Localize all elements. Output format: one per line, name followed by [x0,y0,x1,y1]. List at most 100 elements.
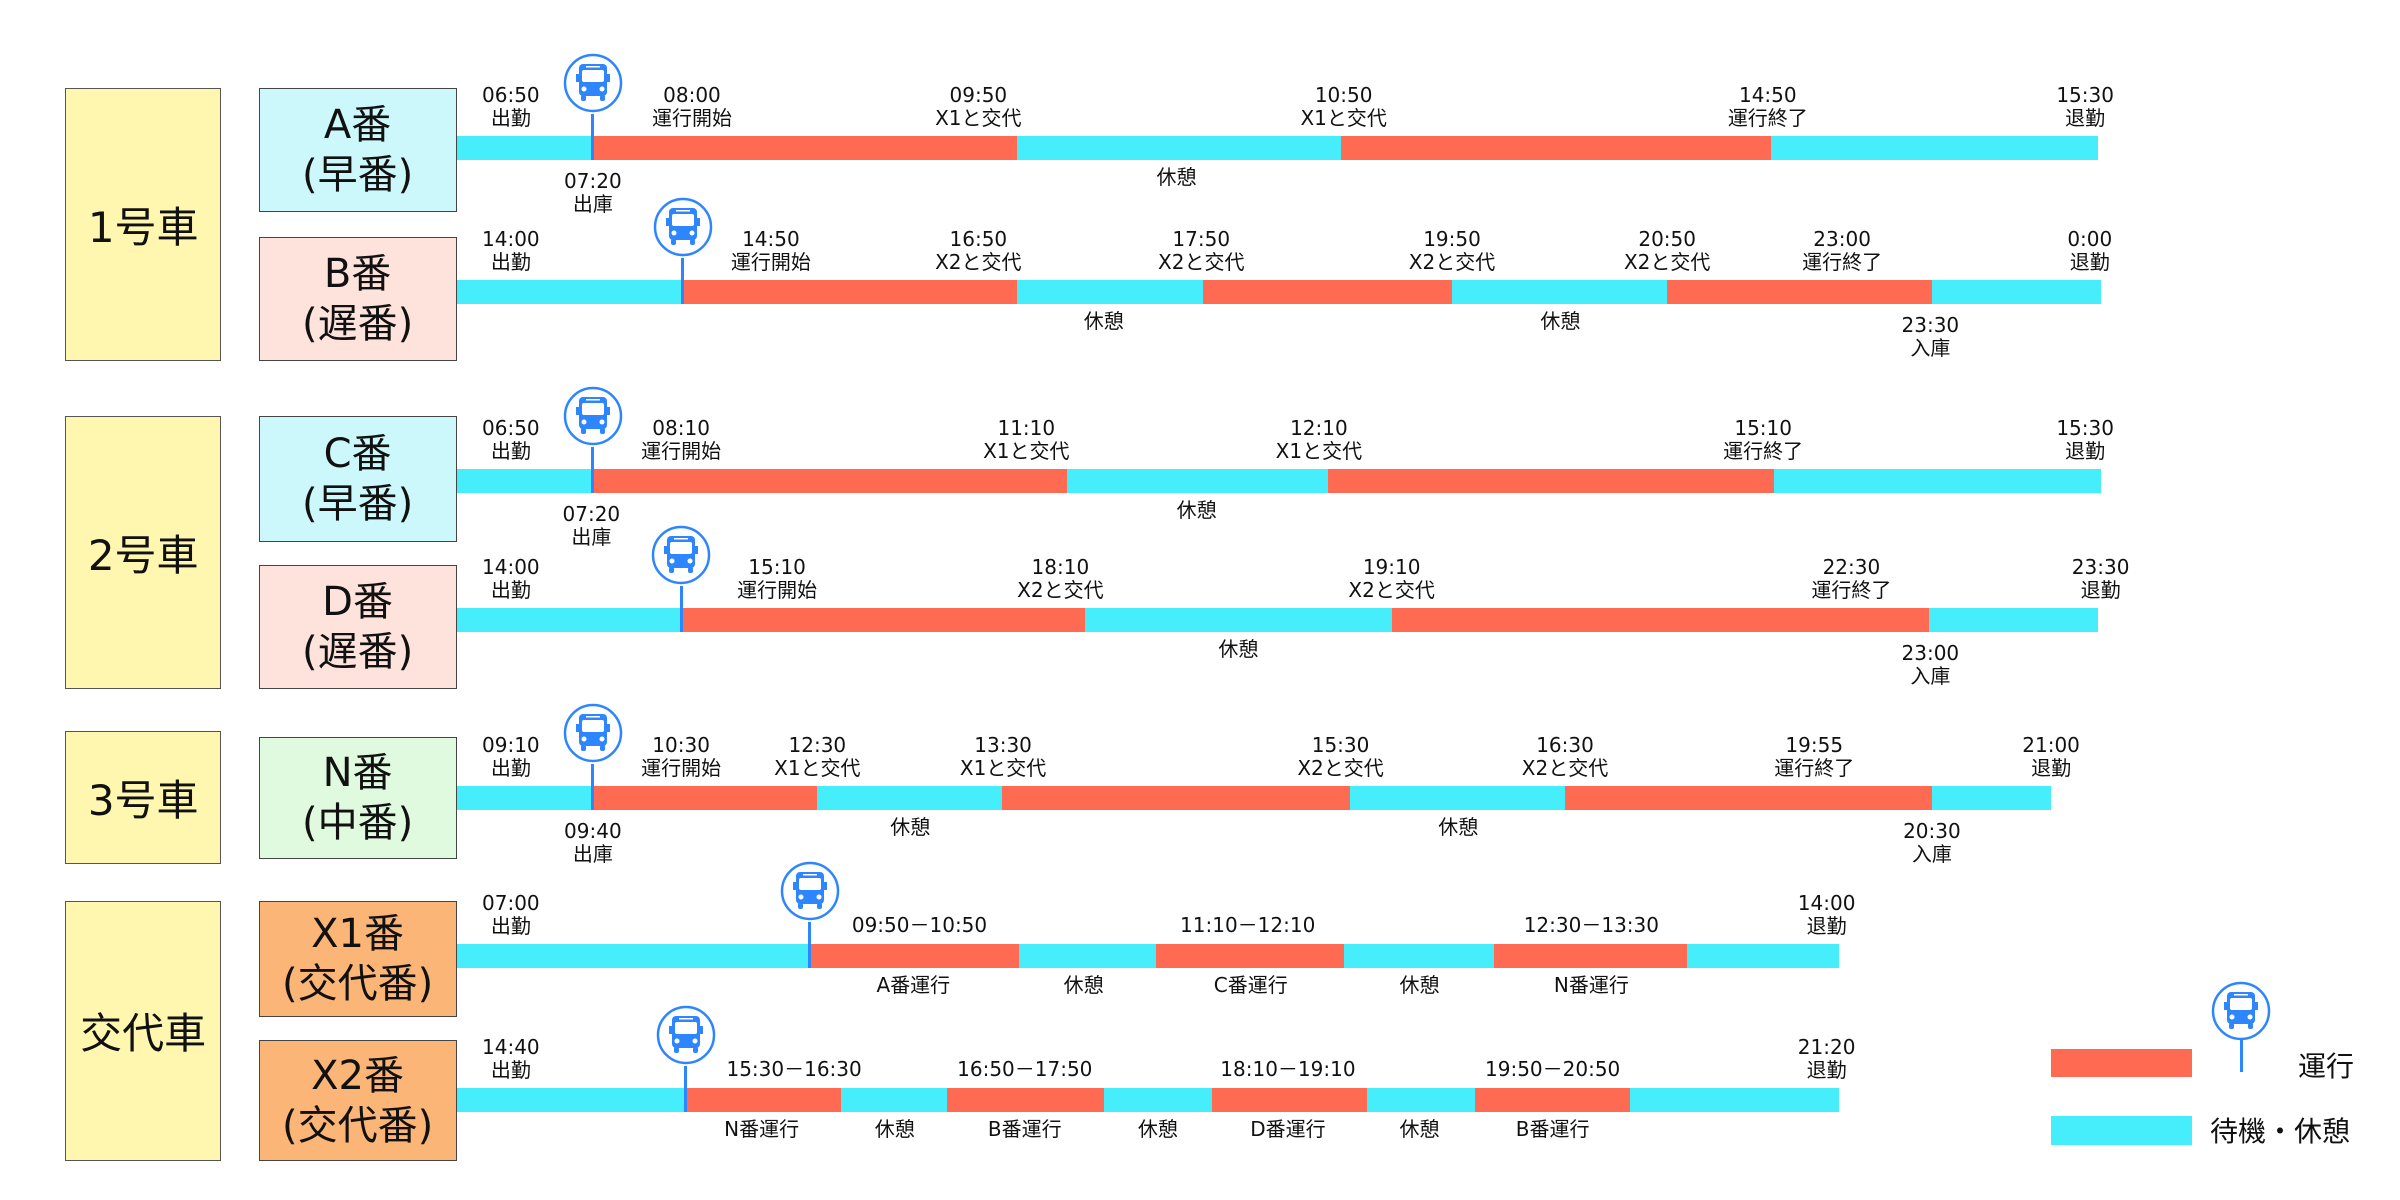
event-label-above: 12:30 X1と交代 [774,734,860,780]
event-name: 休憩 [1438,815,1479,840]
event-name: X1と交代 [1300,106,1387,131]
timeline-segment-run [594,786,818,811]
event-name: X2と交代 [1521,756,1609,781]
event-label-above: 11:10 X1と交代 [983,417,1069,463]
bus-departure-marker [681,258,685,305]
bus-icon [563,52,623,114]
event-name: 退勤 [2065,439,2106,464]
event-label-above: 08:10 運行開始 [641,417,721,463]
timeline-segment-run [1667,280,1932,305]
event-label-above: 14:00 出勤 [482,228,540,274]
timeline-segment-idle [456,608,680,633]
event-label-above: 09:10 出勤 [482,734,540,780]
event-label-below: 07:20 出庫 [564,170,622,216]
timeline-segment-idle [840,1088,948,1113]
timeline-segment-run [1328,469,1774,494]
event-label-above: 17:50 X2と交代 [1158,228,1244,274]
event-time: 13:30 [974,733,1032,758]
event-label-above: 10:50 X1と交代 [1300,84,1386,130]
event-time: 14:00 [482,227,540,252]
event-label-above: 13:30 X1と交代 [960,734,1046,780]
car-label-box: 交代車 [65,900,222,1161]
legend-idle-label: 待機・休憩 [2210,1115,2351,1148]
event-time: 07:20 [564,169,622,194]
timeline-segment-idle [456,1088,686,1113]
bus-icon [2211,980,2271,1042]
timeline-segment-run [1565,786,1932,811]
event-label-above: 15:30－16:30 [726,1058,861,1081]
event-label-below: 09:40 出庫 [564,820,622,866]
event-label-below: 休憩 [1177,499,1217,522]
event-label-below: 休憩 [1138,1118,1178,1141]
event-name: 運行開始 [730,250,811,275]
event-name: 運行終了 [1727,106,1808,131]
event-name: 運行終了 [1811,578,1892,603]
event-time: 10:30 [652,733,710,758]
event-label-below: N番運行 [724,1118,799,1141]
event-time: 22:30 [1822,555,1881,580]
event-label-above: 06:50 出勤 [482,417,540,463]
event-name: 休憩 [1399,1117,1440,1142]
event-time: 08:00 [663,83,721,108]
event-label-above: 12:30－13:30 [1524,914,1659,937]
event-name: 休憩 [1218,637,1259,662]
event-time: 16:30 [1536,733,1594,758]
event-time: 18:10 [1031,555,1090,580]
event-label-below: 休憩 [1540,310,1580,333]
event-label-below: D番運行 [1250,1118,1325,1141]
event-time: 19:50 [1423,227,1481,252]
bus-icon [651,524,711,586]
event-label-above: 09:50－10:50 [852,914,987,937]
event-name: 休憩 [1063,973,1104,998]
event-label-above: 19:55 運行終了 [1774,734,1854,780]
timeline-segment-run [685,1088,841,1113]
event-time: 19:10 [1362,555,1421,580]
shift-label-box: X2番 (交代番) [258,1040,457,1161]
shift-name: X2番 [311,1052,405,1099]
event-name: 休憩 [1083,309,1124,334]
event-label-above: 0:00 退勤 [2067,228,2112,274]
timeline-segment-run [679,608,1086,633]
event-label-above: 22:30 運行終了 [1811,556,1891,602]
event-name: C番運行 [1213,973,1288,998]
timeline-segment-idle [1774,469,2101,494]
event-name: X2と交代 [1017,578,1104,603]
event-label-below: 07:20 出庫 [563,503,621,549]
timeline-segment-idle [1931,786,2052,811]
event-name: B番運行 [1515,1117,1590,1142]
event-time: 15:30 [1311,733,1370,758]
event-name: 出勤 [490,914,531,939]
timeline-segment-idle [1017,280,1203,305]
timeline-segment-idle [1103,1088,1213,1113]
bus-departure-marker [808,922,812,969]
event-label-below: C番運行 [1214,974,1288,997]
shift-subtitle: (交代番) [281,960,434,1007]
shift-name: A番 [323,102,392,149]
event-label-below: 休憩 [1400,1118,1440,1141]
event-name: A番運行 [876,973,951,998]
shift-subtitle: (早番) [301,152,414,199]
event-name: 退勤 [2031,756,2072,781]
event-label-above: 23:30 退勤 [2072,556,2130,602]
event-name: 出勤 [490,578,531,603]
event-label-above: 15:10 運行終了 [1723,417,1803,463]
event-label-above: 14:50 運行終了 [1728,84,1808,130]
event-name: X1と交代 [983,439,1070,464]
event-label-above: 19:10 X2と交代 [1348,556,1434,602]
event-name: 出勤 [490,756,531,781]
event-name: 出庫 [572,192,613,217]
event-time: 16:50－17:50 [957,1057,1093,1082]
event-name: 入庫 [1910,664,1951,689]
timeline-segment-idle [456,280,683,305]
event-name: 入庫 [1911,842,1952,867]
event-label-below: 休憩 [1064,974,1104,997]
event-time: 20:30 [1903,819,1961,844]
legend-run-label: 運行 [2298,1050,2355,1083]
shift-name: C番 [323,431,392,478]
timeline-segment-idle [1931,280,2101,305]
event-time: 14:50 [742,227,800,252]
timeline-segment-idle [1452,280,1668,305]
event-label-below: 休憩 [1400,974,1440,997]
event-name: N番運行 [1553,973,1629,998]
event-time: 15:30 [2056,83,2114,108]
